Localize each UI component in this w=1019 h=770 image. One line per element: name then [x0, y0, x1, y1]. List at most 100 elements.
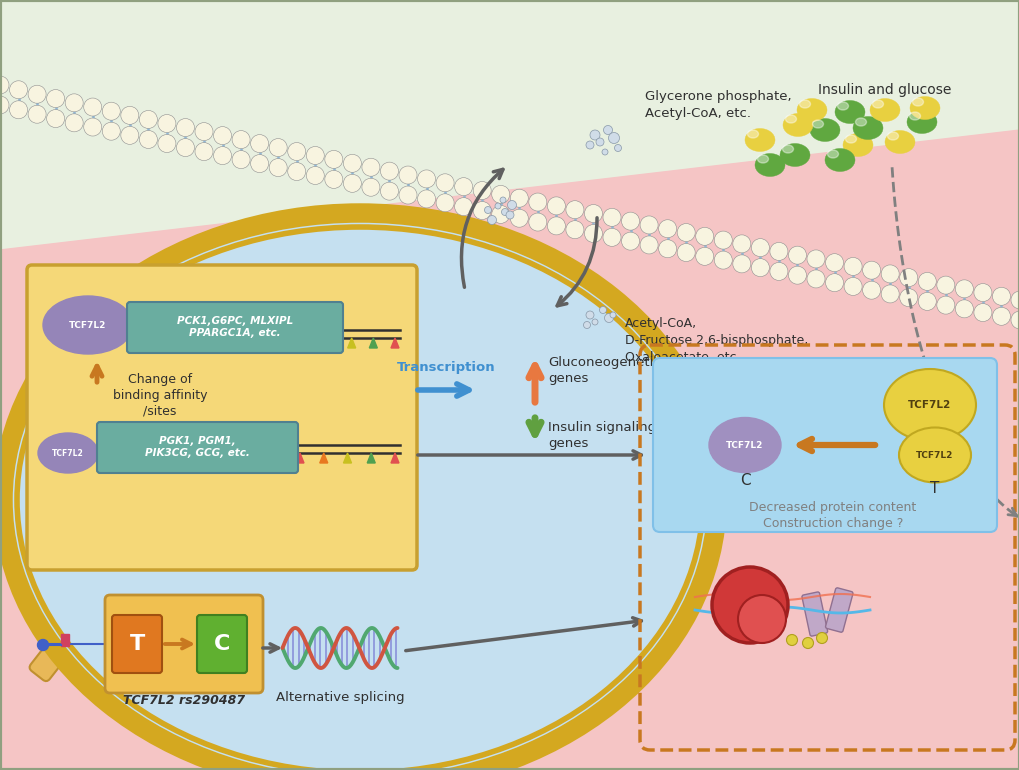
Polygon shape: [390, 453, 398, 463]
Circle shape: [640, 216, 657, 234]
Circle shape: [510, 209, 528, 227]
Circle shape: [499, 197, 505, 203]
FancyBboxPatch shape: [197, 615, 247, 673]
Text: Insulin and glucose: Insulin and glucose: [817, 83, 951, 97]
Polygon shape: [326, 338, 333, 348]
Circle shape: [398, 186, 417, 204]
FancyBboxPatch shape: [801, 592, 826, 636]
Ellipse shape: [835, 101, 864, 123]
Circle shape: [417, 170, 435, 188]
Circle shape: [324, 170, 342, 189]
Text: TCF7L2: TCF7L2: [908, 400, 951, 410]
Circle shape: [899, 269, 917, 286]
Circle shape: [788, 266, 806, 284]
Ellipse shape: [837, 102, 848, 110]
Circle shape: [380, 162, 398, 180]
Circle shape: [487, 216, 496, 225]
Polygon shape: [177, 453, 185, 463]
Ellipse shape: [898, 427, 970, 483]
Polygon shape: [347, 338, 356, 348]
Circle shape: [436, 194, 453, 212]
Circle shape: [601, 149, 607, 155]
Text: C: C: [739, 473, 750, 487]
Circle shape: [604, 313, 612, 323]
Circle shape: [195, 122, 213, 141]
Circle shape: [251, 155, 268, 172]
Circle shape: [306, 166, 324, 185]
Circle shape: [158, 135, 175, 152]
Circle shape: [510, 189, 528, 207]
Circle shape: [844, 277, 861, 296]
Circle shape: [102, 122, 120, 140]
Polygon shape: [201, 453, 209, 463]
Polygon shape: [261, 338, 269, 348]
Polygon shape: [129, 453, 138, 463]
Polygon shape: [0, 130, 1019, 770]
Circle shape: [269, 159, 287, 176]
FancyBboxPatch shape: [97, 422, 298, 473]
Ellipse shape: [780, 143, 809, 166]
Circle shape: [658, 239, 676, 258]
Circle shape: [473, 182, 491, 199]
Circle shape: [232, 131, 250, 149]
Text: T: T: [929, 480, 938, 496]
Ellipse shape: [852, 116, 882, 139]
FancyBboxPatch shape: [30, 599, 100, 681]
Circle shape: [862, 281, 879, 300]
Circle shape: [140, 110, 157, 129]
Circle shape: [269, 139, 287, 156]
Circle shape: [880, 265, 899, 283]
Circle shape: [599, 306, 606, 313]
Ellipse shape: [799, 100, 810, 108]
Circle shape: [454, 198, 472, 216]
Circle shape: [711, 567, 788, 643]
FancyBboxPatch shape: [26, 265, 417, 570]
Circle shape: [806, 250, 824, 268]
Circle shape: [501, 209, 508, 216]
Circle shape: [251, 135, 268, 152]
Circle shape: [362, 178, 379, 196]
Ellipse shape: [824, 149, 854, 172]
Circle shape: [602, 229, 621, 246]
Text: Insulin signaling
genes: Insulin signaling genes: [547, 420, 655, 450]
Circle shape: [586, 311, 593, 319]
Circle shape: [802, 638, 813, 648]
Circle shape: [158, 115, 175, 132]
Circle shape: [788, 246, 806, 264]
Ellipse shape: [783, 113, 812, 136]
Polygon shape: [319, 453, 327, 463]
Ellipse shape: [38, 433, 98, 473]
Text: PCK1,G6PC, MLXIPL
PPARGC1A, etc.: PCK1,G6PC, MLXIPL PPARGC1A, etc.: [176, 316, 292, 338]
Circle shape: [120, 106, 139, 124]
Circle shape: [0, 96, 9, 114]
Circle shape: [505, 211, 514, 219]
Text: C: C: [214, 634, 230, 654]
Circle shape: [306, 146, 324, 165]
Ellipse shape: [747, 130, 758, 138]
Circle shape: [1010, 291, 1019, 309]
Circle shape: [917, 273, 935, 290]
Circle shape: [584, 225, 602, 243]
FancyBboxPatch shape: [30, 599, 100, 681]
Circle shape: [824, 253, 843, 272]
Circle shape: [695, 247, 713, 266]
Text: TCF7L2: TCF7L2: [52, 448, 84, 457]
Polygon shape: [217, 338, 225, 348]
Circle shape: [584, 205, 602, 223]
Circle shape: [677, 243, 695, 262]
Ellipse shape: [871, 100, 882, 108]
Polygon shape: [282, 338, 290, 348]
Polygon shape: [106, 453, 114, 463]
Circle shape: [991, 287, 1010, 305]
Circle shape: [491, 206, 510, 223]
Text: Decreased protein content: Decreased protein content: [749, 501, 916, 514]
Circle shape: [398, 166, 417, 184]
Text: Construction change ?: Construction change ?: [762, 517, 902, 531]
Ellipse shape: [826, 150, 838, 158]
Ellipse shape: [884, 130, 914, 153]
Ellipse shape: [809, 119, 840, 142]
Circle shape: [47, 89, 64, 108]
Circle shape: [591, 319, 597, 325]
Circle shape: [473, 202, 491, 219]
Ellipse shape: [744, 129, 774, 152]
